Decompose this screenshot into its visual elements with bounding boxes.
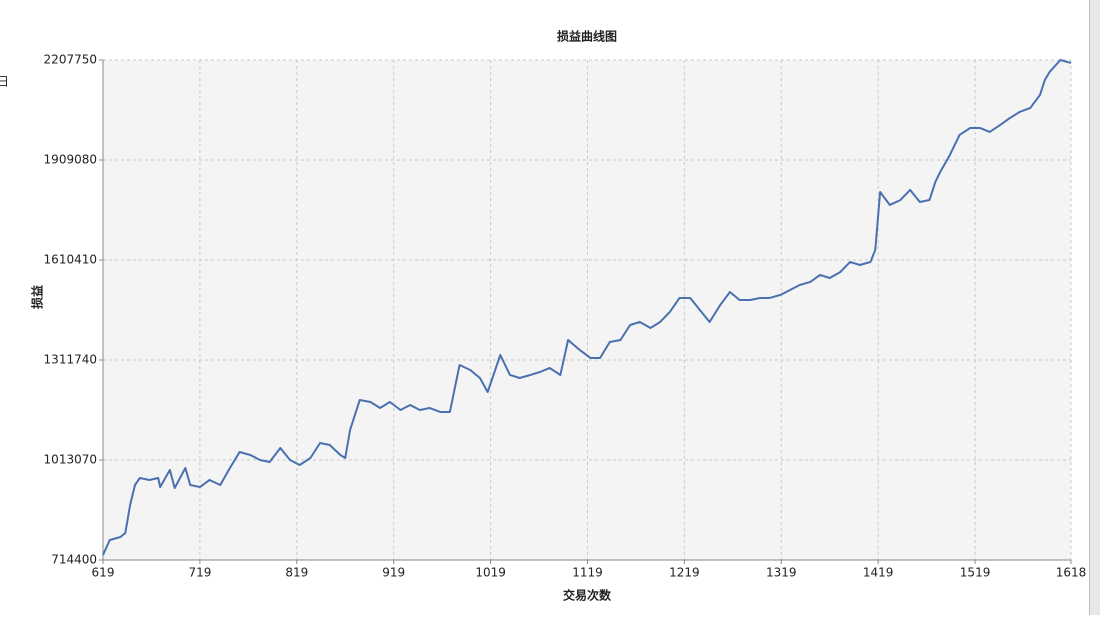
- edge-text: 日: [0, 75, 9, 89]
- panel-edge: [1090, 0, 1100, 615]
- y-tick-label: 1610410: [44, 253, 97, 267]
- x-tick-label: 1519: [960, 566, 991, 580]
- series-line: [102, 59, 1072, 556]
- x-tick-label: 1419: [863, 566, 894, 580]
- x-tick-label: 1019: [475, 566, 506, 580]
- x-axis-label: 交易次数: [563, 588, 612, 603]
- x-tick-label: 919: [382, 566, 405, 580]
- x-tick-label: 1618: [1056, 566, 1087, 580]
- y-tick-label: 1909080: [44, 153, 97, 167]
- x-tick-label: 719: [188, 566, 211, 580]
- y-tick-label: 714400: [51, 553, 97, 567]
- y-tick-label: 1013070: [44, 453, 97, 467]
- x-tick-label: 819: [285, 566, 308, 580]
- x-tick-label: 619: [92, 566, 115, 580]
- x-tick-label: 1119: [572, 566, 603, 580]
- y-axis-label: 损益: [30, 285, 45, 309]
- y-tick-label: 1311740: [44, 353, 97, 367]
- y-tick-label: 2207750: [44, 53, 97, 67]
- x-tick-label: 1219: [669, 566, 700, 580]
- chart-title: 损益曲线图: [557, 29, 617, 44]
- x-tick-label: 1319: [766, 566, 797, 580]
